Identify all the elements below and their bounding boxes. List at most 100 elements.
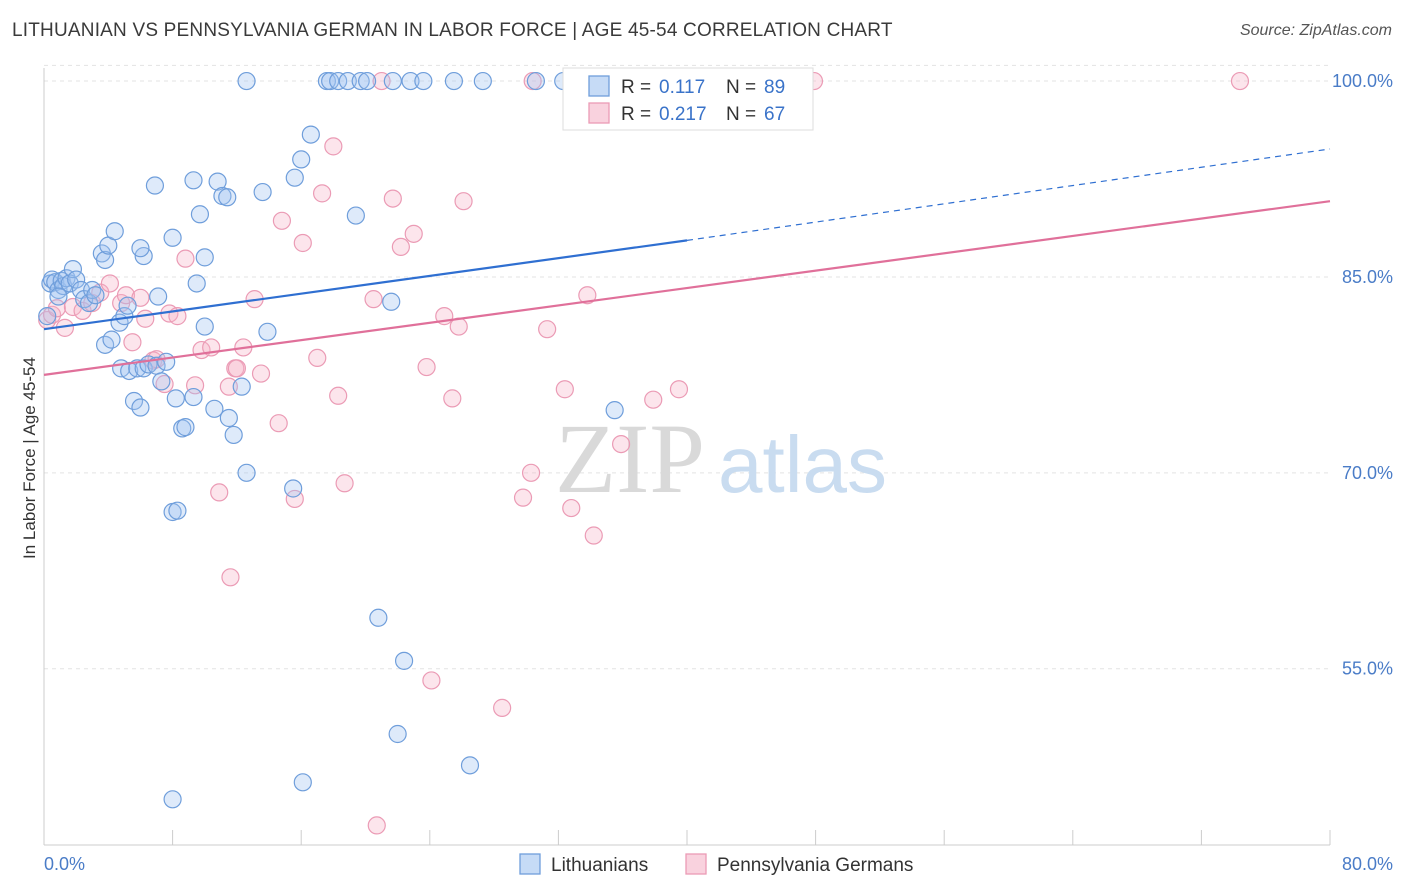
data-point-lithuanians — [293, 773, 312, 792]
data-point-lithuanians — [163, 790, 182, 809]
data-point-lithuanians — [401, 71, 420, 91]
data-point-lithuanians — [57, 269, 76, 288]
data-point-lithuanians — [237, 71, 256, 91]
data-point-pennsylvania-germans — [312, 184, 332, 203]
data-point-pennsylvania-germans — [123, 333, 142, 352]
data-point-lithuanians — [338, 71, 357, 91]
data-point-pennsylvania-germans — [1230, 71, 1250, 91]
data-point-pennsylvania-germans — [538, 320, 557, 339]
data-point-pennsylvania-germans — [404, 224, 423, 243]
data-point-lithuanians — [166, 389, 185, 408]
data-point-lithuanians — [394, 651, 414, 670]
data-point-lithuanians — [86, 286, 105, 305]
x-tick-label: 80.0% — [1342, 854, 1393, 874]
data-point-lithuanians — [473, 71, 492, 91]
data-point-lithuanians — [388, 724, 407, 744]
data-point-pennsylvania-germans — [367, 816, 386, 835]
series-lithuanians — [38, 71, 624, 809]
data-point-lithuanians — [329, 71, 348, 91]
data-point-lithuanians — [190, 205, 210, 224]
data-point-lithuanians — [105, 222, 124, 241]
data-point-pennsylvania-germans — [269, 414, 288, 433]
data-point-lithuanians — [67, 270, 86, 289]
x-tick-label: 0.0% — [44, 854, 85, 874]
watermark-zip: ZIP — [555, 403, 705, 514]
legend-r-label: R = — [621, 77, 651, 98]
data-point-pennsylvania-germans — [221, 568, 240, 587]
trend-line-pennsylvania-germans — [43, 200, 1331, 376]
trend-line-lithuanians-extension — [686, 148, 1331, 241]
data-point-lithuanians — [145, 176, 165, 195]
data-point-pennsylvania-germans — [251, 364, 271, 383]
legend-r-value: 0.117 — [659, 77, 705, 98]
data-point-lithuanians — [184, 171, 203, 190]
data-point-lithuanians — [284, 479, 303, 498]
chart-title: LITHUANIAN VS PENNSYLVANIA GERMAN IN LAB… — [12, 20, 893, 41]
data-point-pennsylvania-germans — [562, 498, 581, 518]
data-point-lithuanians — [163, 228, 182, 247]
trend-lines — [43, 148, 1331, 376]
data-point-lithuanians — [605, 401, 624, 420]
data-point-lithuanians — [301, 125, 320, 144]
data-point-lithuanians — [195, 317, 214, 336]
data-point-pennsylvania-germans — [493, 698, 512, 717]
data-point-pennsylvania-germans — [521, 463, 541, 482]
data-point-pennsylvania-germans — [227, 359, 246, 378]
data-point-pennsylvania-germans — [383, 189, 402, 208]
data-point-lithuanians — [358, 71, 377, 91]
data-point-pennsylvania-germans — [611, 434, 631, 454]
data-point-pennsylvania-germans — [578, 286, 597, 305]
data-point-lithuanians — [131, 398, 150, 417]
data-point-lithuanians — [351, 71, 370, 91]
data-point-lithuanians — [285, 168, 304, 187]
data-point-pennsylvania-germans — [364, 290, 383, 309]
data-point-lithuanians — [195, 248, 214, 267]
data-point-pennsylvania-germans — [513, 488, 533, 507]
data-point-pennsylvania-germans — [272, 211, 292, 230]
data-point-pennsylvania-germans — [293, 233, 312, 253]
data-point-lithuanians — [232, 377, 251, 396]
data-point-lithuanians — [184, 387, 203, 407]
data-point-lithuanians — [258, 322, 277, 341]
data-point-lithuanians — [102, 330, 121, 349]
data-point-pennsylvania-germans — [443, 389, 462, 408]
data-point-lithuanians — [168, 501, 187, 520]
axes — [43, 68, 1331, 846]
data-point-lithuanians — [83, 280, 102, 300]
data-point-lithuanians — [157, 352, 176, 371]
y-tick-label: 100.0% — [1332, 71, 1393, 91]
data-point-pennsylvania-germans — [422, 671, 441, 690]
data-point-pennsylvania-germans — [210, 483, 229, 502]
data-point-lithuanians — [42, 270, 62, 289]
data-point-pennsylvania-germans — [644, 390, 663, 409]
legend-box: R = 0.117 N = 89 R = 0.217 N = 67 — [562, 67, 814, 131]
legend-n-label: N = — [726, 104, 756, 125]
data-point-lithuanians — [128, 359, 147, 378]
data-point-lithuanians — [253, 182, 272, 202]
data-point-lithuanians — [224, 425, 243, 445]
y-axis-label: In Labor Force | Age 45-54 — [20, 357, 39, 559]
data-point-lithuanians — [187, 274, 206, 293]
data-point-lithuanians — [131, 239, 150, 258]
bottom-legend: Lithuanians Pennsylvania Germans — [519, 853, 913, 876]
legend-n-value: 67 — [764, 104, 785, 125]
data-point-lithuanians — [63, 260, 83, 279]
data-point-pennsylvania-germans — [136, 309, 155, 328]
data-point-lithuanians — [237, 463, 256, 482]
data-point-lithuanians — [49, 287, 68, 306]
data-point-pennsylvania-germans — [669, 380, 689, 399]
data-point-pennsylvania-germans — [308, 348, 327, 368]
data-point-pennsylvania-germans — [584, 526, 603, 545]
data-point-lithuanians — [218, 188, 237, 207]
data-point-lithuanians — [95, 250, 115, 270]
data-point-lithuanians — [292, 150, 311, 169]
data-point-lithuanians — [414, 71, 433, 91]
data-point-lithuanians — [219, 408, 238, 428]
bottom-legend-label-lithuanians: Lithuanians — [551, 855, 648, 876]
data-point-lithuanians — [382, 292, 401, 311]
watermark-atlas: atlas — [718, 420, 887, 509]
data-point-pennsylvania-germans — [454, 192, 473, 211]
data-point-pennsylvania-germans — [100, 274, 120, 293]
data-point-lithuanians — [124, 391, 144, 411]
